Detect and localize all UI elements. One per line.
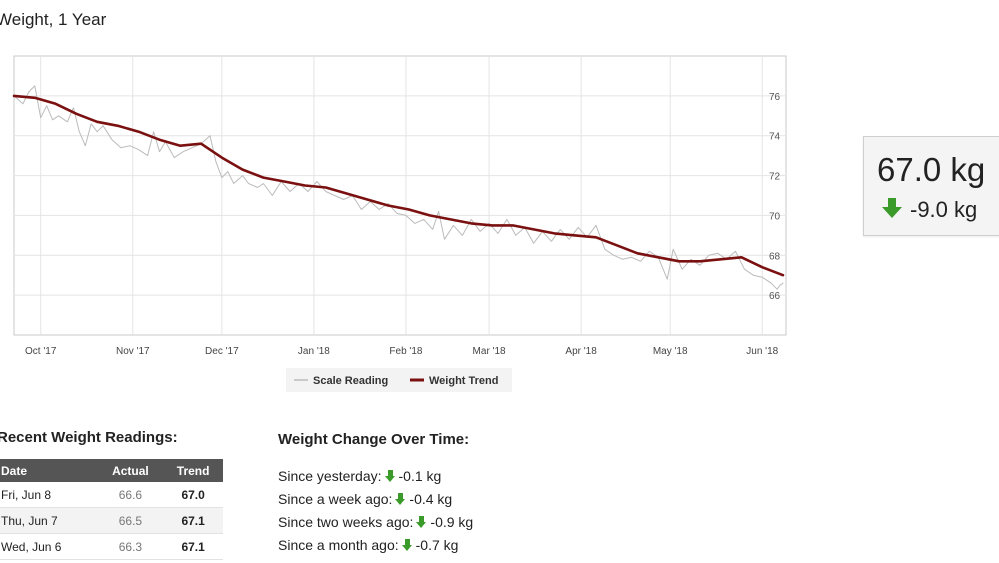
x-tick-label: May '18 xyxy=(653,346,688,357)
list-item: Since a week ago: -0.4 kg xyxy=(278,489,473,512)
x-tick-label: Nov '17 xyxy=(116,346,150,357)
current-weight: 67.0 kg xyxy=(877,151,986,188)
y-tick-label: 68 xyxy=(769,251,781,262)
current-change: -9.0 kg xyxy=(882,197,977,223)
table-row: Wed, Jun 6 66.3 67.1 xyxy=(0,533,223,560)
x-tick-label: Mar '18 xyxy=(473,346,506,357)
change-label: Since a week ago: xyxy=(278,491,393,507)
legend-scale-reading-label: Scale Reading xyxy=(313,375,388,387)
header-trend: Trend xyxy=(163,459,223,482)
reading-date: Fri, Jun 8 xyxy=(0,482,98,508)
reading-actual: 66.6 xyxy=(97,482,164,508)
readings-heading: Recent Weight Readings: xyxy=(0,429,178,446)
weight-chart: 66 68 70 72 74 76 Oct '17 Nov '17 Dec '17 Jan '18… xyxy=(12,55,787,392)
reading-trend: 67.1 xyxy=(163,507,223,534)
arrow-down-icon xyxy=(384,470,396,482)
change-value: -0.7 kg xyxy=(415,537,459,553)
table-row: Fri, Jun 8 66.6 67.0 xyxy=(0,482,223,508)
x-tick-label: Oct '17 xyxy=(25,346,57,357)
reading-trend: 67.0 xyxy=(163,482,223,508)
header-actual: Actual xyxy=(97,459,164,482)
header-date: Date xyxy=(0,459,98,482)
plot-area xyxy=(13,55,787,336)
y-tick-label: 74 xyxy=(769,132,781,143)
change-value: -0.9 kg xyxy=(430,514,474,530)
x-tick-label: Apr '18 xyxy=(565,346,597,357)
y-tick-label: 72 xyxy=(769,172,781,183)
change-label: Since yesterday: xyxy=(278,468,382,484)
y-tick-label: 76 xyxy=(769,92,781,103)
reading-actual: 66.3 xyxy=(97,533,164,560)
y-tick-label: 66 xyxy=(769,291,781,302)
change-label: Since a month ago: xyxy=(278,537,399,553)
change-value: -0.4 kg xyxy=(409,491,453,507)
arrow-down-icon xyxy=(882,198,902,218)
change-label: Since two weeks ago: xyxy=(278,514,414,530)
chart-title: Weight, 1 Year xyxy=(0,10,107,29)
y-tick-label: 70 xyxy=(769,211,781,222)
change-heading: Weight Change Over Time: xyxy=(278,431,470,448)
reading-date: Thu, Jun 7 xyxy=(0,507,98,534)
list-item: Since yesterday: -0.1 kg xyxy=(278,466,473,489)
table-row: Thu, Jun 7 66.5 67.1 xyxy=(0,507,223,534)
change-list: Since yesterday: -0.1 kg Since a week ago… xyxy=(278,466,473,558)
weight-trend-line xyxy=(12,94,785,277)
reading-trend: 67.1 xyxy=(163,533,223,560)
legend-weight-trend-label: Weight Trend xyxy=(429,375,498,387)
change-value: -0.1 kg xyxy=(398,468,442,484)
arrow-down-icon xyxy=(416,516,427,528)
readings-table: Date Actual Trend Fri, Jun 8 66.6 67.0 T… xyxy=(0,459,223,560)
current-change-value: -9.0 kg xyxy=(910,197,978,222)
readings-header-row: Date Actual Trend xyxy=(0,459,223,482)
reading-date: Wed, Jun 6 xyxy=(0,533,98,560)
arrow-down-icon xyxy=(401,539,413,551)
x-tick-label: Jan '18 xyxy=(298,346,330,357)
list-item: Since two weeks ago: -0.9 kg xyxy=(278,512,473,535)
x-tick-label: Jun '18 xyxy=(746,346,778,357)
arrow-down-icon xyxy=(395,493,406,505)
x-tick-label: Dec '17 xyxy=(205,346,239,357)
list-item: Since a month ago: -0.7 kg xyxy=(278,535,473,558)
current-weight-box: 67.0 kg -9.0 kg xyxy=(863,136,999,236)
reading-actual: 66.5 xyxy=(97,507,164,534)
legend xyxy=(286,368,512,392)
x-tick-label: Feb '18 xyxy=(389,346,422,357)
